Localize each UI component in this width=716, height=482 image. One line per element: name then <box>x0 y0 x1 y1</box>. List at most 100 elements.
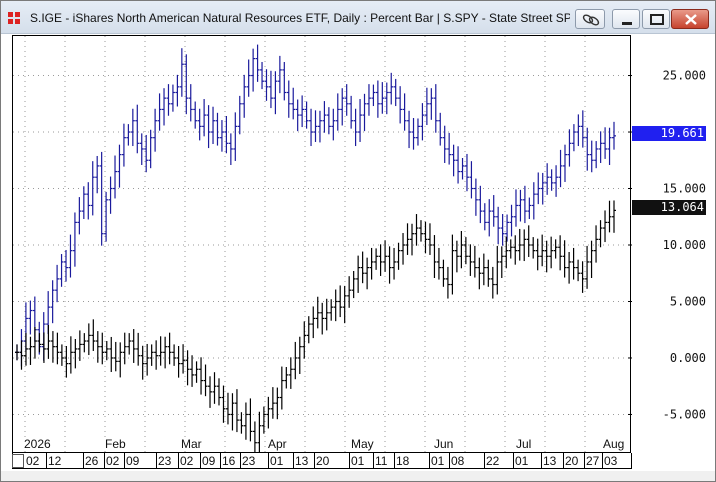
spy-price-bar <box>383 240 388 272</box>
spy-price-bar <box>436 247 441 280</box>
day-separator <box>563 453 564 468</box>
ige-price-bar <box>81 186 86 220</box>
ige-price-bar <box>157 93 162 131</box>
spy-price-bar <box>387 246 392 284</box>
spy-price-bar <box>401 233 406 265</box>
ige-price-bar <box>206 105 211 149</box>
spy-price-bar <box>410 223 415 256</box>
spy-price-bar <box>495 245 500 295</box>
spy-price-bar <box>37 333 42 353</box>
ige-price-bar <box>398 86 403 124</box>
month-label: Mar <box>180 437 203 451</box>
ige-price-bar <box>260 61 265 90</box>
ige-price-bar <box>162 88 167 126</box>
spy-price-bar <box>257 411 262 454</box>
spy-price-bar <box>490 266 495 299</box>
spy-price-bar <box>208 376 213 408</box>
day-label: 09 <box>202 454 216 468</box>
ige-price-bar <box>99 151 104 246</box>
scroll-handle[interactable] <box>12 454 24 468</box>
spy-price-bar <box>275 387 280 420</box>
spy-price-bar <box>526 225 531 257</box>
ige-price-bar <box>349 95 354 129</box>
day-separator <box>220 453 221 468</box>
spy-price-bar <box>356 255 361 293</box>
ige-price-bar <box>326 107 331 135</box>
spy-price-bar <box>549 236 554 269</box>
spy-price-bar <box>580 261 585 293</box>
ige-price-bar <box>358 99 363 142</box>
spy-price-bar <box>535 238 540 271</box>
day-label: 23 <box>242 454 256 468</box>
ige-price-bar <box>193 101 198 129</box>
y-tick-label: -5.000 <box>663 407 706 421</box>
spy-price-bar <box>342 285 347 324</box>
ige-price-bar <box>64 249 69 282</box>
ige-price-bar <box>505 214 510 242</box>
spy-price-bar <box>517 228 522 261</box>
month-label: Apr <box>267 437 288 451</box>
grid-app-icon <box>8 12 21 25</box>
ige-price-bar <box>242 74 247 118</box>
ige-price-bar <box>344 84 349 116</box>
day-label: 20 <box>316 454 330 468</box>
spy-price-bar <box>472 245 477 278</box>
spy-price-bar <box>365 257 370 290</box>
ige-price-bar <box>117 144 122 188</box>
ige-price-bar <box>487 199 492 237</box>
ige-price-bar <box>366 84 371 116</box>
ige-price-bar <box>411 118 416 150</box>
spy-price-bar <box>531 237 536 259</box>
spy-price-bar <box>481 253 486 286</box>
spy-price-bar <box>450 234 455 295</box>
ige-price-bar <box>576 114 581 147</box>
spy-last-value-badge: 13.064 <box>632 200 706 215</box>
ige-price-bar <box>28 300 33 335</box>
ige-price-bar <box>429 88 434 120</box>
spy-price-bar <box>185 350 190 386</box>
date-axis[interactable]: 02 12 26 02 09 23 02 09 16 23 01 13 20 01 11 18 01 08 22 01… <box>12 453 632 469</box>
ige-price-bar <box>562 144 567 182</box>
day-label: 13 <box>295 454 309 468</box>
title-bar[interactable]: S.IGE - iShares North American Natural R… <box>1 1 715 34</box>
spy-price-bar <box>302 321 307 359</box>
spy-price-bar <box>418 220 423 242</box>
ige-price-bar <box>77 197 82 235</box>
day-label: 16 <box>222 454 236 468</box>
spy-price-bar <box>423 221 428 254</box>
ige-price-bar <box>268 70 273 109</box>
day-label: 01 <box>270 454 284 468</box>
day-separator <box>513 453 514 468</box>
spy-price-bar <box>248 398 253 442</box>
ige-price-bar <box>464 153 469 192</box>
spy-price-bar <box>544 240 549 273</box>
ige-price-bar <box>482 203 487 231</box>
close-button[interactable] <box>671 9 709 29</box>
day-separator <box>429 453 430 468</box>
spy-price-bar <box>270 387 275 419</box>
ige-price-bar <box>571 124 576 152</box>
spy-price-bar <box>589 240 594 278</box>
ige-price-bar <box>304 101 309 129</box>
spy-price-bar <box>109 336 114 372</box>
ige-price-bar <box>197 108 202 141</box>
ige-price-bar <box>536 172 541 205</box>
ige-price-bar <box>407 110 412 149</box>
ige-price-bar <box>295 99 300 132</box>
ige-price-bar <box>255 44 260 82</box>
spy-price-bar <box>463 237 468 265</box>
maximize-button[interactable] <box>642 9 670 29</box>
spy-price-bar <box>239 412 244 434</box>
link-button[interactable] <box>575 9 605 29</box>
spy-price-bar <box>19 340 24 370</box>
ige-price-bar <box>424 87 429 126</box>
spy-price-bar <box>306 316 311 344</box>
spy-price-bar <box>427 223 432 255</box>
spy-price-bar <box>392 247 397 280</box>
ige-price-bar <box>130 108 135 147</box>
minimize-button[interactable] <box>612 9 640 29</box>
ige-price-bar <box>121 123 126 167</box>
ige-price-bar <box>144 134 149 173</box>
